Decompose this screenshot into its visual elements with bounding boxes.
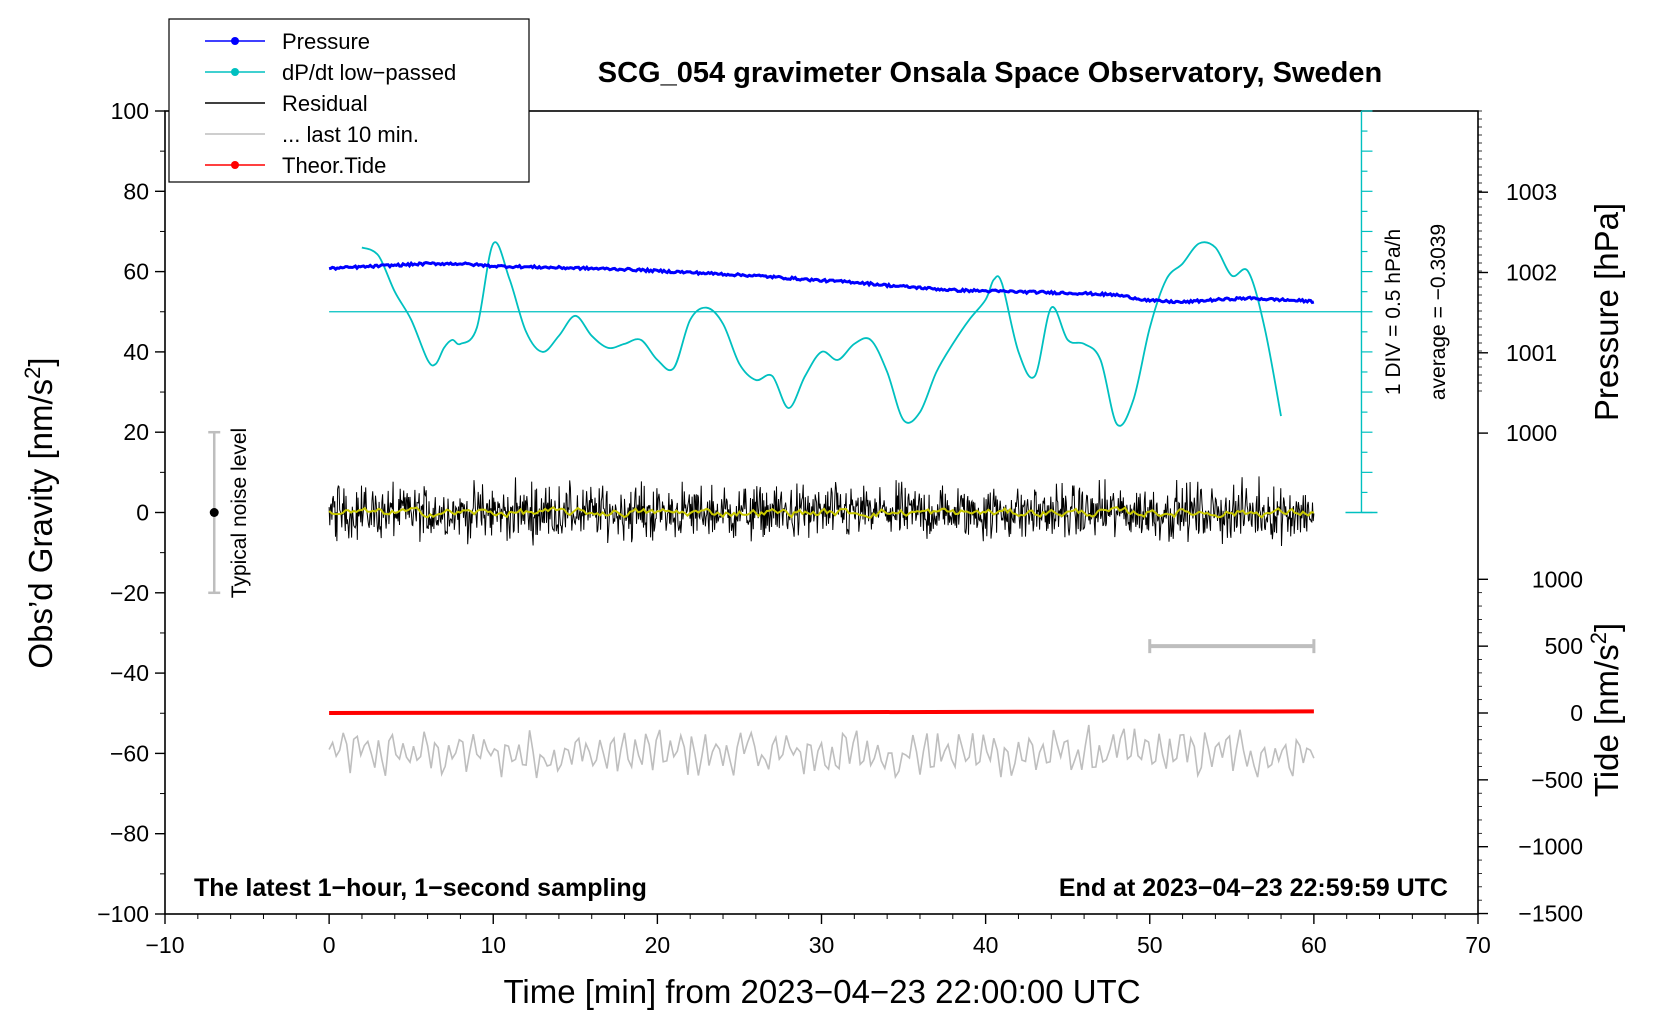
tide-tick-label: 0	[1570, 700, 1583, 726]
y-tick-label: −60	[110, 740, 149, 766]
dpdt-line	[361, 241, 1282, 427]
x-tick-label: 30	[809, 932, 835, 958]
pressure-tick-label: 1000	[1506, 420, 1557, 446]
tide-tick-label: −500	[1531, 767, 1583, 793]
y-tick-label: 40	[123, 339, 149, 365]
residual-line	[328, 476, 1315, 547]
data-series	[208, 110, 1378, 780]
x-tick-label: 70	[1465, 932, 1491, 958]
x-tick-label: 60	[1301, 932, 1327, 958]
x-axis-label: Time [min] from 2023−04−23 22:00:00 UTC	[503, 973, 1140, 1010]
residual-smoothed-line	[328, 506, 1314, 519]
y-tick-label: −80	[110, 821, 149, 847]
legend-label: Theor.Tide	[282, 153, 386, 178]
legend-label: Pressure	[282, 29, 370, 54]
y-tick-label: 0	[136, 500, 149, 526]
tide-line	[329, 709, 1314, 715]
x-tick-label: 20	[645, 932, 671, 958]
legend: Pressure dP/dt low−passed Residual ... last…	[168, 18, 530, 183]
y-tick-label: 80	[123, 178, 149, 204]
legend-box	[168, 18, 530, 183]
x-tick-label: 0	[323, 932, 336, 958]
pressure-line	[328, 260, 1315, 305]
x-tick-label: −10	[145, 932, 184, 958]
y-tick-label: 100	[111, 98, 149, 124]
x-tick-label: 40	[973, 932, 999, 958]
y-axis-label-tide: Tide [nm/s2]	[1586, 623, 1625, 797]
y-tick-label: −40	[110, 660, 149, 686]
legend-marker	[231, 37, 239, 45]
dpdt-average-label: average = −0.3039	[1427, 224, 1450, 400]
legend-label: Residual	[282, 91, 368, 116]
legend-marker	[231, 161, 239, 169]
tide-tick-label: −1000	[1518, 834, 1583, 860]
sampling-note: The latest 1−hour, 1−second sampling	[194, 874, 647, 902]
dpdt-div-label: 1 DIV = 0.5 hPa/h	[1382, 229, 1405, 395]
y-tick-label: −100	[97, 901, 149, 927]
tide-tick-label: 500	[1545, 633, 1583, 659]
x-tick-label: 10	[480, 932, 506, 958]
tide-tick-label: −1500	[1518, 901, 1583, 927]
chart-title: SCG_054 gravimeter Onsala Space Observat…	[598, 57, 1382, 89]
noise-level-label: Typical noise level	[228, 428, 251, 598]
y-tick-label: 20	[123, 419, 149, 445]
last-10-min-line	[328, 724, 1315, 780]
y-axis-label-gravity: Obs’d Gravity [nm/s2]	[20, 357, 59, 668]
axis-ticks: −10 0 10 20 30 40 50 60 70100806040200−20−40−60−…	[97, 98, 1583, 958]
end-time-note: End at 2023−04−23 22:59:59 UTC	[1059, 874, 1448, 902]
legend-label: ... last 10 min.	[282, 122, 419, 147]
pressure-tick-label: 1003	[1506, 179, 1557, 205]
y-axis-label-pressure: Pressure [hPa]	[1588, 203, 1625, 421]
y-tick-label: −20	[110, 580, 149, 606]
tide-tick-label: 1000	[1532, 566, 1583, 592]
y-tick-label: 60	[123, 259, 149, 285]
legend-label: dP/dt low−passed	[282, 60, 456, 85]
pressure-tick-label: 1001	[1506, 340, 1557, 366]
legend-marker	[231, 68, 239, 76]
pressure-tick-label: 1002	[1506, 260, 1557, 286]
x-tick-label: 50	[1137, 932, 1163, 958]
noise-bar-center	[209, 508, 219, 517]
